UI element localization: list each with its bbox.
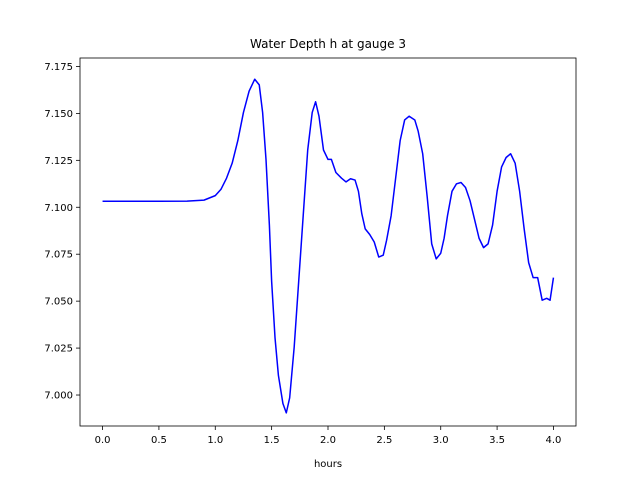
y-tick-label: 7.050 bbox=[44, 297, 73, 308]
x-tick-label: 3.5 bbox=[489, 435, 505, 446]
x-tick-label: 2.0 bbox=[320, 435, 336, 446]
y-tick-label: 7.100 bbox=[44, 203, 73, 214]
x-tick-label: 0.0 bbox=[95, 435, 111, 446]
series-line-0 bbox=[102, 78, 555, 414]
y-tick-label: 7.175 bbox=[44, 62, 73, 73]
x-tick-label: 2.5 bbox=[376, 435, 392, 446]
x-axis-label: hours bbox=[314, 459, 342, 470]
y-tick-label: 7.000 bbox=[44, 391, 73, 402]
y-tick-label: 7.150 bbox=[44, 109, 73, 120]
x-tick-label: 1.5 bbox=[264, 435, 280, 446]
x-tick-label: 0.5 bbox=[151, 435, 167, 446]
x-tick-label: 1.0 bbox=[207, 435, 223, 446]
y-tick-label: 7.025 bbox=[44, 344, 73, 355]
plot-area: 0.0 0.5 1.0 1.5 2.0 2.5 3.0 3.5 4.0 7.000 7.025 7.0… bbox=[44, 57, 577, 446]
x-tick-label: 4.0 bbox=[546, 435, 562, 446]
x-tick-label: 3.0 bbox=[433, 435, 449, 446]
y-tick-label: 7.125 bbox=[44, 156, 73, 167]
chart-title: Water Depth h at gauge 3 bbox=[250, 37, 406, 51]
y-tick-label: 7.075 bbox=[44, 250, 73, 261]
